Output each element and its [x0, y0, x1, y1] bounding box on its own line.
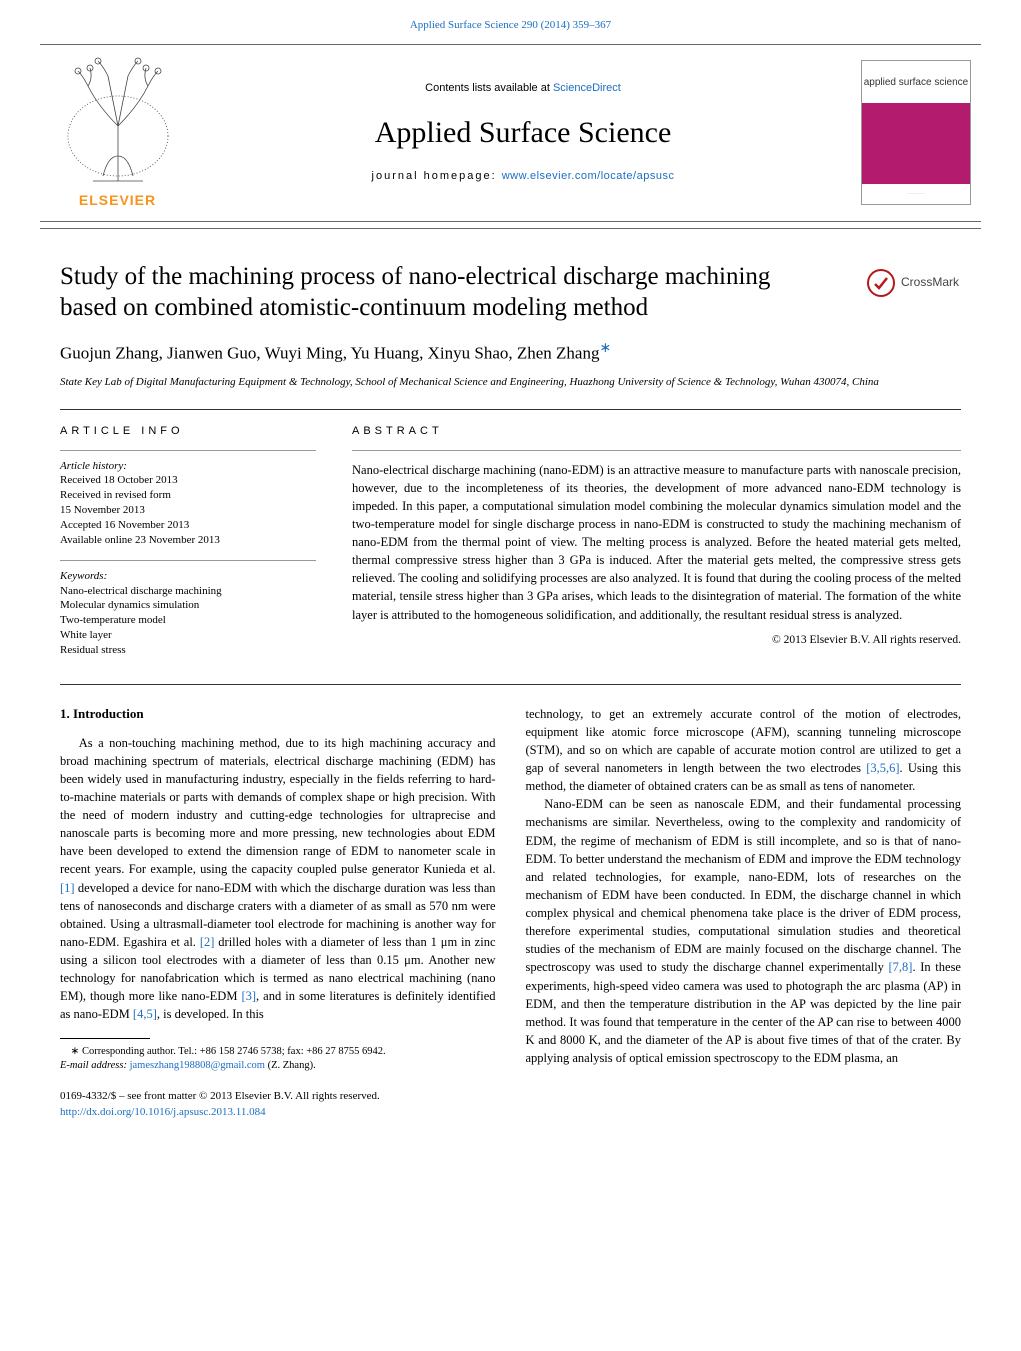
footnote-rule: [60, 1038, 150, 1039]
header-center: Contents lists available at ScienceDirec…: [195, 45, 851, 221]
intro-para-2-right: Nano-EDM can be seen as nanoscale EDM, a…: [526, 795, 962, 1067]
history-revised-1: Received in revised form: [60, 488, 316, 503]
article-history-block: Article history: Received 18 October 201…: [60, 459, 316, 548]
ref-3-link[interactable]: [3]: [241, 989, 256, 1003]
journal-title: Applied Surface Science: [375, 111, 672, 155]
top-citation: Applied Surface Science 290 (2014) 359–3…: [0, 0, 1021, 44]
body-right-column: technology, to get an extremely accurate…: [526, 705, 962, 1073]
journal-cover-cell: applied surface science ———: [851, 45, 981, 221]
email-label: E-mail address:: [60, 1060, 130, 1071]
journal-header: ELSEVIER Contents lists available at Sci…: [40, 44, 981, 222]
article-info-column: ARTICLE INFO Article history: Received 1…: [60, 424, 316, 670]
journal-cover-thumbnail: applied surface science ———: [861, 60, 971, 205]
keyword-3: Two-temperature model: [60, 613, 316, 628]
article-info-label: ARTICLE INFO: [60, 424, 316, 440]
author-list: Guojun Zhang, Jianwen Guo, Wuyi Ming, Yu…: [60, 339, 961, 366]
journal-cover-footer: ———: [862, 184, 970, 204]
ref-7-8-link[interactable]: [7,8]: [889, 960, 913, 974]
keyword-5: Residual stress: [60, 643, 316, 658]
body-left-column: 1. Introduction As a non-touching machin…: [60, 705, 496, 1073]
header-underline: [40, 228, 981, 229]
homepage-label: journal homepage:: [372, 170, 502, 182]
rule-above-info: [60, 409, 961, 410]
contents-prefix: Contents lists available at: [425, 82, 553, 94]
contents-avail-line: Contents lists available at ScienceDirec…: [425, 81, 621, 97]
journal-cover-title: applied surface science: [862, 61, 970, 103]
elsevier-tree-icon: [58, 56, 178, 186]
crossmark-icon: [867, 269, 895, 297]
keyword-2: Molecular dynamics simulation: [60, 598, 316, 613]
abstract-copyright: © 2013 Elsevier B.V. All rights reserved…: [352, 632, 961, 649]
article-front-matter: CrossMark Study of the machining process…: [0, 233, 1021, 670]
email-tail: (Z. Zhang).: [265, 1060, 316, 1071]
ref-3-5-6-link[interactable]: [3,5,6]: [866, 761, 899, 775]
footnote-text: Corresponding author. Tel.: +86 158 2746…: [79, 1046, 385, 1057]
info-rule-2: [60, 560, 316, 561]
history-accepted: Accepted 16 November 2013: [60, 518, 316, 533]
keyword-4: White layer: [60, 628, 316, 643]
elsevier-logo-cell: ELSEVIER: [40, 45, 195, 221]
info-rule-1: [60, 450, 316, 451]
history-revised-2: 15 November 2013: [60, 503, 316, 518]
intro-para-1-left: As a non-touching machining method, due …: [60, 734, 496, 1024]
ref-1-link[interactable]: [1]: [60, 881, 75, 895]
history-received: Received 18 October 2013: [60, 473, 316, 488]
homepage-url[interactable]: www.elsevier.com/locate/apsusc: [502, 170, 675, 182]
info-abstract-row: ARTICLE INFO Article history: Received 1…: [60, 424, 961, 670]
corresponding-email-link[interactable]: jameszhang198808@gmail.com: [130, 1060, 265, 1071]
ref-2-link[interactable]: [2]: [200, 935, 215, 949]
sciencedirect-link[interactable]: ScienceDirect: [553, 82, 621, 94]
authors-text: Guojun Zhang, Jianwen Guo, Wuyi Ming, Yu…: [60, 344, 599, 363]
corresponding-footnote: ∗ Corresponding author. Tel.: +86 158 27…: [60, 1045, 496, 1073]
elsevier-logo: ELSEVIER: [58, 56, 178, 210]
elsevier-wordmark: ELSEVIER: [58, 190, 178, 210]
article-title: Study of the machining process of nano-e…: [60, 261, 820, 324]
keywords-label: Keywords:: [60, 569, 316, 584]
journal-homepage-line: journal homepage: www.elsevier.com/locat…: [372, 169, 675, 185]
footnote-star: ∗: [71, 1046, 80, 1057]
history-label: Article history:: [60, 459, 316, 474]
abstract-label: ABSTRACT: [352, 424, 961, 440]
doi-url-link[interactable]: http://dx.doi.org/10.1016/j.apsusc.2013.…: [60, 1106, 266, 1118]
abstract-text: Nano-electrical discharge machining (nan…: [352, 461, 961, 624]
bottom-meta: 0169-4332/$ – see front matter © 2013 El…: [0, 1073, 1021, 1151]
intro-para-1-right: technology, to get an extremely accurate…: [526, 705, 962, 796]
doi-link[interactable]: Applied Surface Science 290 (2014) 359–3…: [410, 19, 611, 31]
ref-4-5-link[interactable]: [4,5]: [133, 1007, 157, 1021]
abstract-column: ABSTRACT Nano-electrical discharge machi…: [352, 424, 961, 670]
keyword-1: Nano-electrical discharge machining: [60, 584, 316, 599]
crossmark-badge[interactable]: CrossMark: [867, 269, 959, 297]
body-two-column: 1. Introduction As a non-touching machin…: [0, 705, 1021, 1073]
history-online: Available online 23 November 2013: [60, 533, 316, 548]
abstract-rule: [352, 450, 961, 451]
keywords-block: Keywords: Nano-electrical discharge mach…: [60, 569, 316, 658]
corresponding-mark: ∗: [599, 341, 611, 356]
issn-front-matter-line: 0169-4332/$ – see front matter © 2013 El…: [60, 1089, 961, 1105]
crossmark-label: CrossMark: [901, 274, 959, 291]
section-1-heading: 1. Introduction: [60, 705, 496, 724]
affiliation: State Key Lab of Digital Manufacturing E…: [60, 375, 961, 391]
journal-cover-band: [862, 103, 970, 184]
rule-below-abstract: [60, 684, 961, 685]
